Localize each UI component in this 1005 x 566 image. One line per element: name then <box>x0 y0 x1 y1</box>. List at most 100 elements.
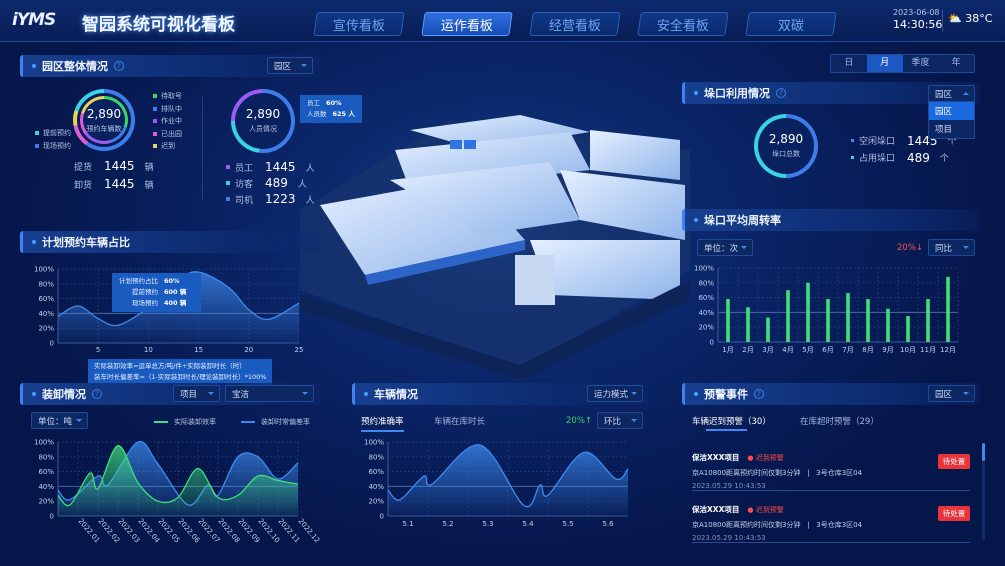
tab-overtime[interactable]: 在库超时预警（29） <box>800 417 879 427</box>
loading-unit-dropdown[interactable]: 单位：吨 <box>31 412 88 429</box>
panel-title: 垛口平均周转率 <box>704 214 781 227</box>
legend-deviation: 装卸时常偏差率 <box>241 417 310 427</box>
loading-project-dropdown[interactable]: 项目 <box>173 385 220 402</box>
panel-header-alerts: 预警事件? <box>682 383 980 405</box>
loading-client-dropdown[interactable]: 宝洁 <box>225 385 314 402</box>
weather: ⛅ 38°C <box>948 12 992 25</box>
legend-item: 已出园 <box>153 128 182 141</box>
dropdown-value: 园区 <box>274 61 292 72</box>
y-tick-label: 60% <box>698 294 714 302</box>
bullet-icon <box>32 64 36 68</box>
caret-down-icon <box>631 392 637 395</box>
x-tick-label: 15 <box>194 346 203 354</box>
caret-up-icon <box>963 92 969 95</box>
turnover-chart: 0 20% 40% 60% 80% 100% 1月 2月 3月 4月 5月 6月 7月 8月 9月 10月 11… <box>694 265 959 354</box>
bar <box>766 317 770 342</box>
caret-down-icon <box>76 419 82 422</box>
help-icon[interactable]: ? <box>92 389 102 399</box>
x-tick-label: 5.2 <box>442 520 453 528</box>
nav-tab-operation[interactable]: 运作看板 <box>421 12 513 36</box>
nav-tab-promo[interactable]: 宣传看板 <box>313 12 405 36</box>
bullet-icon <box>364 392 368 396</box>
nav-tab-business[interactable]: 经营看板 <box>529 12 621 36</box>
x-tick-label: 5.6 <box>602 520 614 528</box>
pending-button[interactable]: 待处置 <box>938 506 970 521</box>
y-tick-label: 100% <box>34 439 54 447</box>
tab-vehicle-dwell-time[interactable]: 车辆在库时长 <box>434 417 486 427</box>
x-tick-label: 11月 <box>920 346 936 354</box>
period-tab-year[interactable]: 年 <box>951 58 961 68</box>
bullet-icon <box>32 392 36 396</box>
nav-tab-carbon[interactable]: 双碳 <box>745 12 837 36</box>
legend-swatch <box>153 94 157 99</box>
legend-swatch <box>153 144 157 149</box>
bullet-icon <box>694 392 698 396</box>
dropdown-option-project[interactable]: 项目 <box>935 125 953 135</box>
nav-tab-safety[interactable]: 安全看板 <box>637 12 729 36</box>
help-icon[interactable]: ? <box>776 88 786 98</box>
compare-dropdown[interactable]: 环比 <box>597 412 643 429</box>
y-tick-label: 40% <box>38 483 54 491</box>
y-tick-label: 80% <box>698 279 714 287</box>
bar <box>926 299 930 342</box>
x-tick-label: 20 <box>244 346 253 354</box>
legend-swatch <box>153 119 157 124</box>
vehicle-ring-value: 2,890 <box>86 107 122 121</box>
dock-dropdown[interactable]: 园区 <box>928 85 975 102</box>
loading-series-0-area <box>58 445 298 516</box>
alerts-scrollbar[interactable] <box>982 443 985 540</box>
help-icon[interactable]: ? <box>114 61 124 71</box>
alerts-dropdown[interactable]: 园区 <box>928 385 975 402</box>
period-tab-month[interactable]: 月 <box>866 55 903 72</box>
alert-item: 保洁XXX项目 ● 迟到预警 京A10800距离预约时间仅剩3分钟 | 3号仓库3… <box>692 445 970 491</box>
bar <box>726 299 730 342</box>
plan-ratio-tooltip: 计划预约占比 60% 提前预约 600 辆 现场预约 400 辆 <box>112 273 201 312</box>
y-tick-label: 100% <box>34 266 54 274</box>
time: 14:30:56 <box>893 18 943 31</box>
y-tick-label: 80% <box>368 453 384 461</box>
panel-header-vehicle: 车辆情况 <box>352 383 648 405</box>
period-tab-quarter[interactable]: 季度 <box>911 58 930 68</box>
panel-header-plan-ratio: 计划预约车辆占比 <box>20 231 320 253</box>
caret-down-icon <box>208 392 214 395</box>
date: 2023-06-08 <box>893 8 940 17</box>
dropdown-option-park[interactable]: 园区 <box>929 102 974 120</box>
bullet-icon <box>694 91 698 95</box>
vehicle-series-line <box>387 444 629 508</box>
tab-booking-accuracy[interactable]: 预约准确率 <box>361 415 404 432</box>
legend-item: 作业中 <box>153 115 182 128</box>
x-tick-label: 9月 <box>882 346 893 354</box>
period-tabs: 日 月 季度 年 <box>830 54 975 73</box>
temperature: 38°C <box>965 12 993 25</box>
pending-button[interactable]: 待处置 <box>938 454 970 469</box>
period-tab-day[interactable]: 日 <box>844 58 854 68</box>
bar <box>866 299 870 342</box>
nav-label: 安全看板 <box>656 18 709 34</box>
dock-ring-value: 2,890 <box>768 132 804 146</box>
y-tick-label: 60% <box>38 295 54 303</box>
x-tick-label: 5.3 <box>482 520 493 528</box>
caret-down-icon <box>631 419 637 422</box>
bar <box>786 290 790 342</box>
turnover-compare-dropdown[interactable]: 同比 <box>928 239 975 256</box>
scrollbar-thumb[interactable] <box>982 443 985 461</box>
y-tick-label: 80% <box>38 453 54 461</box>
x-tick-label: 5.4 <box>522 520 534 528</box>
capacity-mode-dropdown[interactable]: 运力模式 <box>587 385 643 402</box>
legend-item: 迟到 <box>153 140 182 153</box>
panel-title: 计划预约车辆占比 <box>42 236 130 249</box>
park-dropdown[interactable]: 园区 <box>267 57 313 74</box>
panel-header-dock-turnover: 垛口平均周转率 <box>682 209 980 231</box>
tab-late-arrival[interactable]: 车辆迟到预警（30） <box>692 417 771 427</box>
vehicle-legend-right: 待取号 排队中 作业中 已出园 迟到 <box>153 90 182 153</box>
panel-title: 垛口利用情况 <box>704 87 770 100</box>
turnover-unit-dropdown[interactable]: 单位：次 <box>697 239 753 256</box>
warning-icon: ● <box>747 506 754 514</box>
y-tick-label: 40% <box>38 310 54 318</box>
help-icon[interactable]: ? <box>754 389 764 399</box>
y-tick-label: 100% <box>694 265 714 273</box>
y-tick-label: 20% <box>698 324 714 332</box>
loading-chart: 020%40%60%80%100%2022.012022.022022.0320… <box>34 439 321 545</box>
people-ring-label: 人员情况 <box>249 125 277 133</box>
y-tick-label: 40% <box>368 483 384 491</box>
